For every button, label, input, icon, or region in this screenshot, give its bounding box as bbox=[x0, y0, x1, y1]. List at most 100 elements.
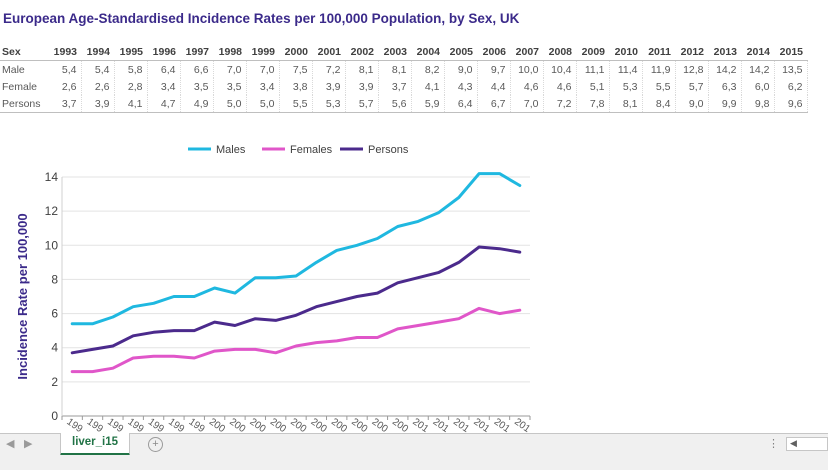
table-year-header: 2005 bbox=[444, 44, 477, 61]
table-cell[interactable]: 5,7 bbox=[675, 78, 709, 95]
table-cell[interactable]: 6,4 bbox=[147, 60, 181, 78]
table-cell[interactable]: 3,4 bbox=[147, 78, 181, 95]
table-cell[interactable]: 4,9 bbox=[180, 95, 214, 113]
table-cell[interactable]: 9,7 bbox=[477, 60, 511, 78]
table-cell[interactable]: 6,4 bbox=[444, 95, 478, 113]
table-cell[interactable]: 5,4 bbox=[48, 60, 82, 78]
table-cell[interactable]: 3,9 bbox=[345, 78, 379, 95]
series-line-males[interactable] bbox=[70, 172, 522, 326]
y-tick-label: 12 bbox=[45, 204, 59, 218]
table-year-header: 1995 bbox=[114, 44, 147, 61]
table-cell[interactable]: 3,5 bbox=[213, 78, 247, 95]
table-cell[interactable]: 7,5 bbox=[279, 60, 313, 78]
scroll-left-icon[interactable]: ◀ bbox=[790, 438, 797, 448]
table-cell[interactable]: 8,1 bbox=[609, 95, 643, 113]
table-cell[interactable]: 5,3 bbox=[312, 95, 346, 113]
table-cell[interactable]: 5,3 bbox=[609, 78, 643, 95]
table-cell[interactable]: 6,3 bbox=[708, 78, 742, 95]
more-options-icon[interactable]: ⋮ bbox=[768, 438, 779, 450]
table-cell[interactable]: 5,5 bbox=[642, 78, 676, 95]
x-tick-label: 199 bbox=[64, 416, 84, 433]
table-cell[interactable]: 4,4 bbox=[477, 78, 511, 95]
table-cell[interactable]: 9,9 bbox=[708, 95, 742, 113]
table-cell[interactable]: 7,8 bbox=[576, 95, 610, 113]
table-row-label: Persons bbox=[0, 95, 48, 113]
table-cell[interactable]: 4,7 bbox=[147, 95, 181, 113]
table-cell[interactable]: 6,7 bbox=[477, 95, 511, 113]
table-year-header: 1998 bbox=[213, 44, 246, 61]
table-cell[interactable]: 7,0 bbox=[246, 60, 280, 78]
table-cell[interactable]: 5,7 bbox=[345, 95, 379, 113]
table-cell[interactable]: 3,7 bbox=[48, 95, 82, 113]
table-cell[interactable]: 5,9 bbox=[411, 95, 445, 113]
table-cell[interactable]: 5,8 bbox=[114, 60, 148, 78]
x-tick-label: 200 bbox=[227, 416, 247, 433]
table-cell[interactable]: 5,5 bbox=[279, 95, 313, 113]
table-cell[interactable]: 6,6 bbox=[180, 60, 214, 78]
table-cell[interactable]: 8,1 bbox=[345, 60, 379, 78]
table-cell[interactable]: 11,4 bbox=[609, 60, 643, 78]
table-cell[interactable]: 3,4 bbox=[246, 78, 280, 95]
table-year-header: 2007 bbox=[510, 44, 543, 61]
series-line-females[interactable] bbox=[70, 306, 522, 374]
table-cell[interactable]: 6,0 bbox=[741, 78, 775, 95]
table-cell[interactable]: 5,0 bbox=[213, 95, 247, 113]
table-cell[interactable]: 14,2 bbox=[708, 60, 742, 78]
table-cell[interactable]: 5,4 bbox=[81, 60, 115, 78]
table-cell[interactable]: 8,2 bbox=[411, 60, 445, 78]
table-cell[interactable]: 7,0 bbox=[213, 60, 247, 78]
x-tick-label: 201 bbox=[451, 416, 471, 433]
y-axis-title: Incidence Rate per 100,000 bbox=[15, 213, 30, 379]
x-tick-label: 199 bbox=[105, 416, 125, 433]
tab-liver-i15[interactable]: liver_i15 bbox=[60, 433, 131, 456]
table-cell[interactable]: 3,7 bbox=[378, 78, 412, 95]
table-cell[interactable]: 7,0 bbox=[510, 95, 544, 113]
table-cell[interactable]: 4,6 bbox=[510, 78, 544, 95]
table-cell[interactable]: 6,2 bbox=[774, 78, 808, 95]
table-cell[interactable]: 4,6 bbox=[543, 78, 577, 95]
table-cell[interactable]: 7,2 bbox=[543, 95, 577, 113]
table-cell[interactable]: 3,5 bbox=[180, 78, 214, 95]
table-cell[interactable]: 9,6 bbox=[774, 95, 808, 113]
table-cell[interactable]: 2,6 bbox=[81, 78, 115, 95]
worksheet-area[interactable]: European Age-Standardised Incidence Rate… bbox=[0, 0, 828, 433]
table-cell[interactable]: 13,5 bbox=[774, 60, 808, 78]
table-year-header: 2006 bbox=[477, 44, 510, 61]
table-cell[interactable]: 9,0 bbox=[444, 60, 478, 78]
table-cell[interactable]: 8,1 bbox=[378, 60, 412, 78]
tab-prev-icon[interactable]: ◀ bbox=[6, 438, 15, 450]
table-cell[interactable]: 9,8 bbox=[741, 95, 775, 113]
add-sheet-icon[interactable]: + bbox=[148, 437, 163, 452]
table-year-header: 2011 bbox=[642, 44, 675, 61]
table-cell[interactable]: 10,0 bbox=[510, 60, 544, 78]
table-cell[interactable]: 10,4 bbox=[543, 60, 577, 78]
table-cell[interactable]: 2,6 bbox=[48, 78, 82, 95]
table-cell[interactable]: 3,8 bbox=[279, 78, 313, 95]
table-cell[interactable]: 4,1 bbox=[114, 95, 148, 113]
table-cell[interactable]: 14,2 bbox=[741, 60, 775, 78]
table-cell[interactable]: 5,1 bbox=[576, 78, 610, 95]
table-cell[interactable]: 11,9 bbox=[642, 60, 676, 78]
table-cell[interactable]: 3,9 bbox=[312, 78, 346, 95]
table-cell[interactable]: 7,2 bbox=[312, 60, 346, 78]
horizontal-scrollbar[interactable]: ◀ bbox=[786, 437, 828, 451]
x-tick-label: 201 bbox=[410, 416, 430, 433]
table-cell[interactable]: 12,8 bbox=[675, 60, 709, 78]
table-cell[interactable]: 4,3 bbox=[444, 78, 478, 95]
table-year-header: 1994 bbox=[81, 44, 114, 61]
table-cell[interactable]: 5,0 bbox=[246, 95, 280, 113]
table-year-header: 2004 bbox=[411, 44, 444, 61]
table-cell[interactable]: 2,8 bbox=[114, 78, 148, 95]
series-line-persons[interactable] bbox=[70, 245, 522, 355]
table-cell[interactable]: 9,0 bbox=[675, 95, 709, 113]
x-tick-label: 199 bbox=[85, 416, 105, 433]
table-cell[interactable]: 4,1 bbox=[411, 78, 445, 95]
tab-next-icon[interactable]: ▶ bbox=[24, 438, 33, 450]
table-year-header: 2002 bbox=[345, 44, 378, 61]
table-cell[interactable]: 3,9 bbox=[81, 95, 115, 113]
table-cell[interactable]: 8,4 bbox=[642, 95, 676, 113]
table-cell[interactable]: 5,6 bbox=[378, 95, 412, 113]
table-cell[interactable]: 11,1 bbox=[576, 60, 610, 78]
y-tick-label: 6 bbox=[51, 307, 58, 321]
